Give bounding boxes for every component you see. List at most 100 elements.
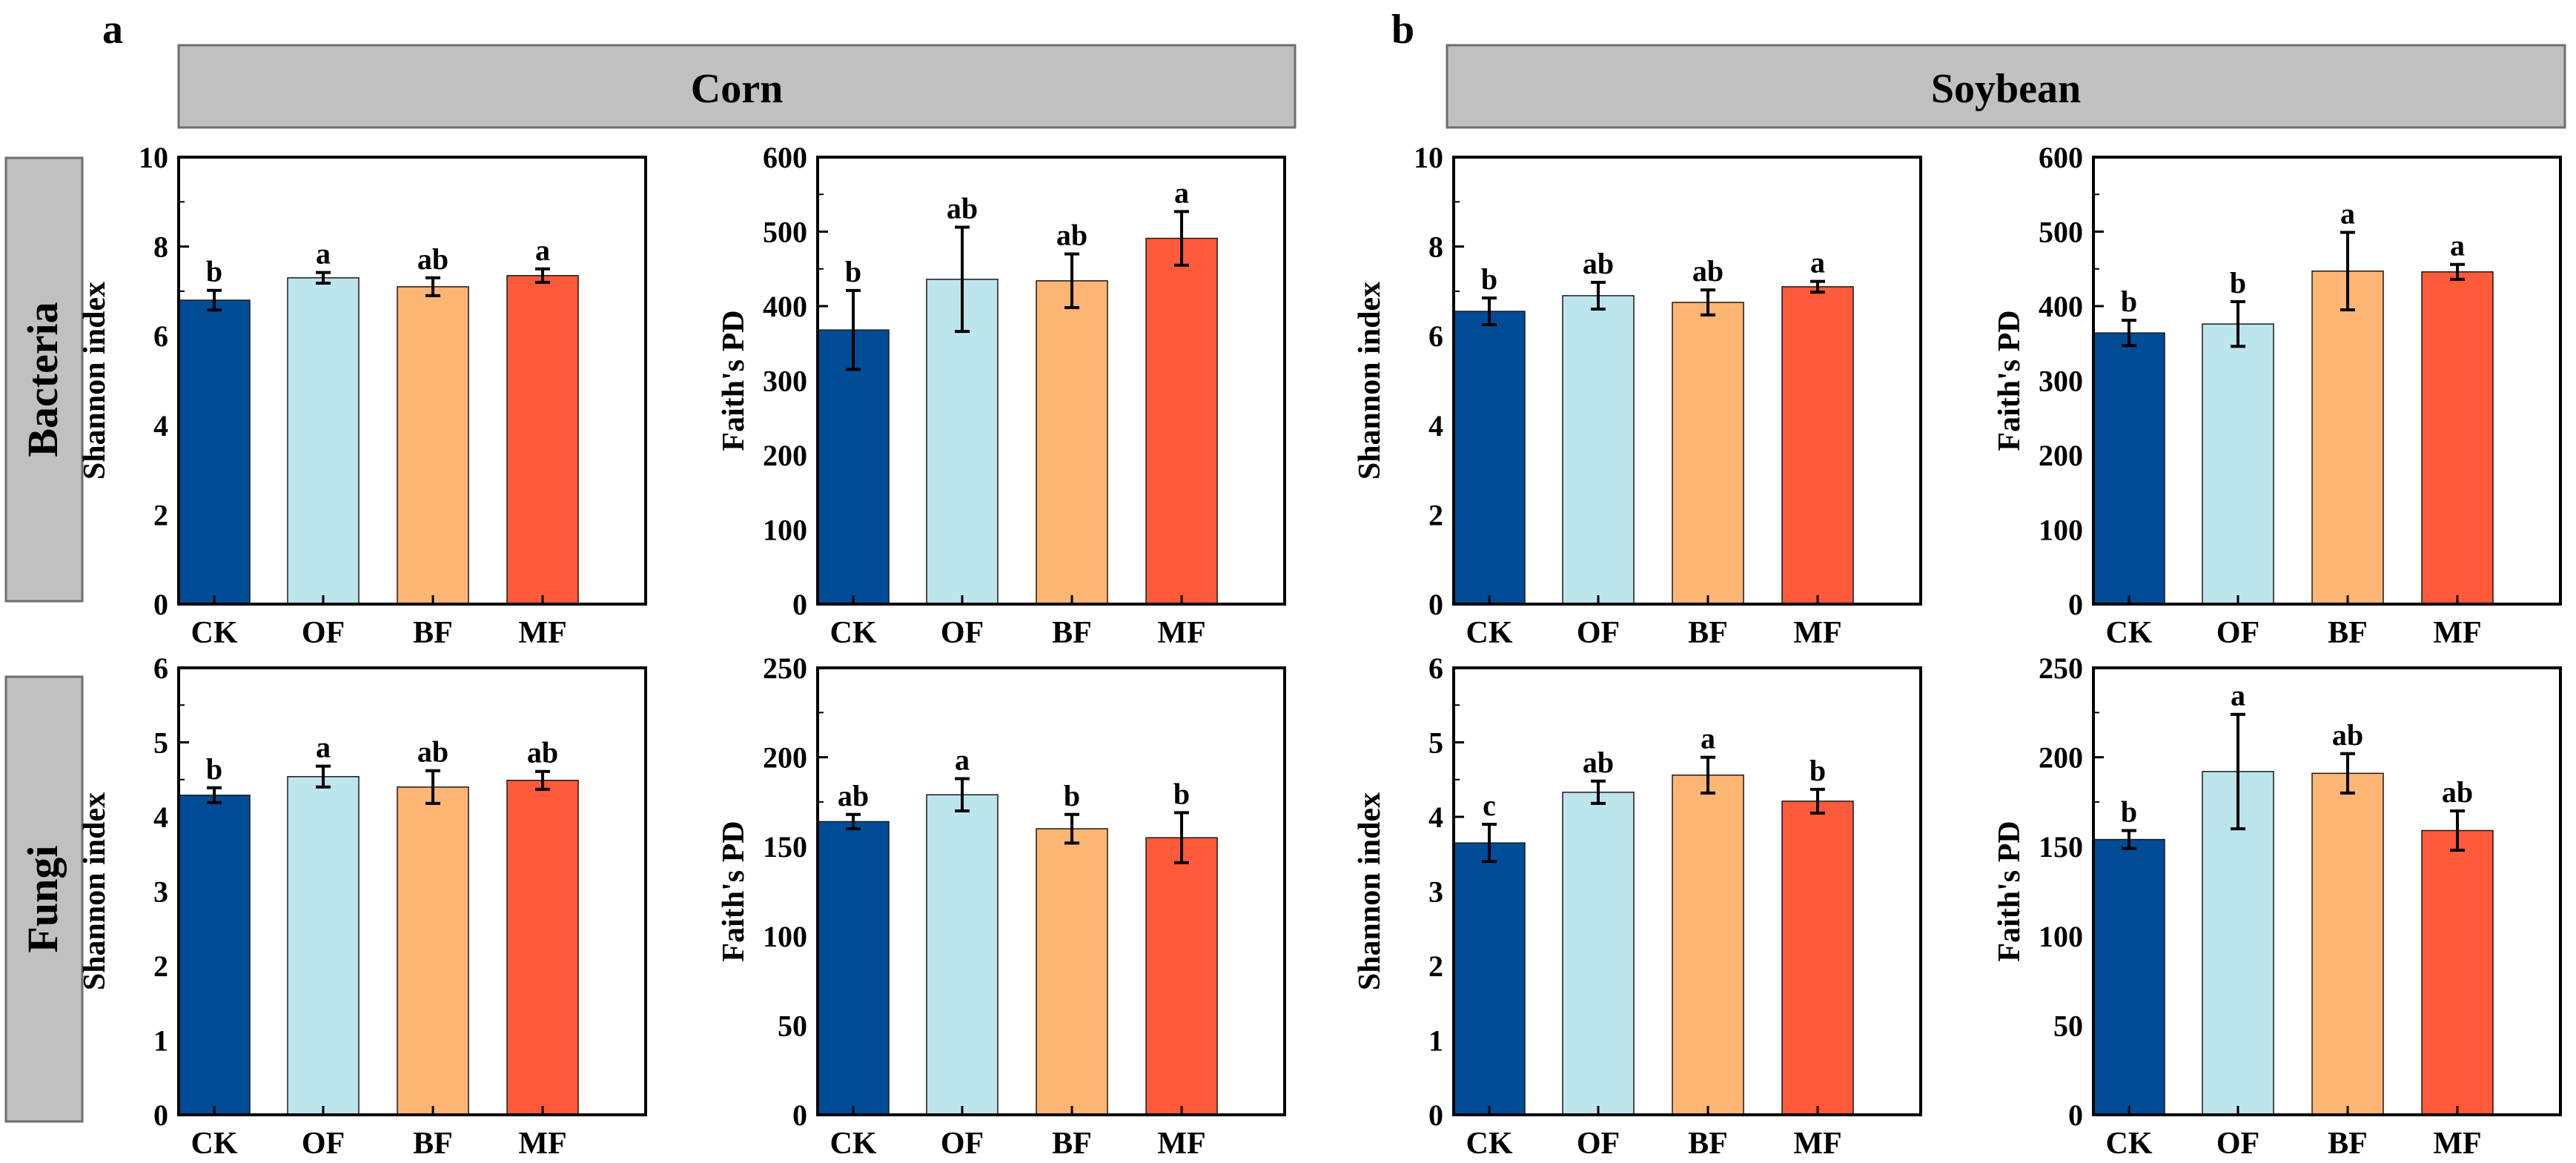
bacteria-side-bar <box>4 156 84 603</box>
soybean-header-bar <box>1446 44 2566 129</box>
y-tick-label: 0 <box>2068 1099 2083 1132</box>
x-tick-label-of: OF <box>1577 616 1620 650</box>
significance-letter: a <box>2231 679 2245 712</box>
y-tick-label: 4 <box>153 801 168 834</box>
y-axis-label: Shannon index <box>1353 282 1387 480</box>
bar-mf <box>2421 829 2494 1116</box>
significance-letter: a <box>2340 197 2355 231</box>
y-tick-label: 3 <box>153 875 168 909</box>
chart-soybean-bacteria-faith: 0 100 200 300 400 500 600 Faith's PD b CK b OF a BF a M… <box>1993 141 2562 650</box>
y-tick-label: 0 <box>2068 588 2083 621</box>
y-tick-label: 400 <box>2039 290 2083 323</box>
y-tick-label: 6 <box>1428 652 1443 685</box>
bar-bf <box>1672 302 1744 605</box>
bar-ck <box>2093 332 2165 605</box>
y-tick-label: 3 <box>1428 875 1443 909</box>
bar-bf <box>2311 772 2384 1116</box>
significance-letter: b <box>206 752 222 786</box>
chart-soybean-bacteria-shannon: 0 2 4 6 8 10 Shannon index b CK ab OF ab BF a MF <box>1353 141 1922 650</box>
y-tick-label: 600 <box>763 141 807 174</box>
y-axis-label: Faith's PD <box>717 310 751 451</box>
y-axis-label: Faith's PD <box>717 821 751 961</box>
bar-mf <box>1781 801 1854 1116</box>
x-tick-label-bf: BF <box>1688 1127 1728 1161</box>
bar-ck <box>817 329 890 605</box>
plot-frame <box>177 666 647 1116</box>
bar-ck <box>2093 838 2165 1116</box>
significance-letter: a <box>1810 246 1825 279</box>
significance-letter: ab <box>947 191 978 225</box>
bar-mf <box>1145 237 1218 605</box>
significance-letter: ab <box>417 242 448 276</box>
significance-letter: b <box>1810 754 1826 787</box>
bar-ck <box>817 821 890 1116</box>
y-tick-label: 200 <box>2039 741 2083 775</box>
x-tick-label-bf: BF <box>413 1127 453 1161</box>
significance-letter: a <box>955 743 970 777</box>
bar-ck <box>178 299 251 605</box>
x-tick-label-of: OF <box>302 616 345 650</box>
x-tick-label-bf: BF <box>1688 616 1728 650</box>
fungi-side-label: Fungi <box>19 845 67 952</box>
significance-letter: b <box>2230 266 2246 299</box>
x-tick-label-mf: MF <box>2433 616 2481 650</box>
y-tick-label: 6 <box>153 652 168 685</box>
bar-bf <box>1672 774 1744 1116</box>
bar-bf <box>2311 271 2384 605</box>
y-tick-label: 4 <box>1428 801 1443 834</box>
significance-letter: a <box>1174 176 1189 209</box>
y-tick-label: 400 <box>763 290 807 323</box>
bar-mf <box>1781 286 1854 605</box>
x-tick-label-ck: CK <box>2106 616 2153 650</box>
significance-letter: ab <box>417 735 448 769</box>
y-tick-label: 8 <box>1428 231 1443 264</box>
significance-letter: b <box>1064 779 1080 812</box>
significance-letter: ab <box>527 736 558 769</box>
significance-letter: ab <box>1056 219 1087 252</box>
bar-ck <box>1453 842 1526 1116</box>
x-tick-label-ck: CK <box>830 616 877 650</box>
significance-letter: b <box>1481 262 1497 296</box>
y-tick-label: 500 <box>763 216 807 249</box>
y-axis-label: Shannon index <box>78 282 112 480</box>
significance-letter: b <box>2121 285 2137 318</box>
significance-letter: a <box>316 237 331 271</box>
chart-soybean-fungi-shannon: 0 1 2 3 4 5 6 Shannon index c CK ab OF a BF b MF <box>1353 652 1922 1161</box>
y-tick-label: 4 <box>1428 409 1443 443</box>
plot-frame <box>177 156 647 606</box>
y-tick-label: 8 <box>153 231 168 264</box>
plot-frame <box>816 156 1286 606</box>
y-tick-label: 250 <box>2039 652 2083 685</box>
x-tick-label-ck: CK <box>191 616 238 650</box>
significance-letter: c <box>1483 789 1496 822</box>
y-tick-label: 2 <box>1428 950 1443 983</box>
bar-mf <box>2421 271 2494 605</box>
x-tick-label-of: OF <box>2216 616 2259 650</box>
significance-letter: ab <box>2332 718 2363 752</box>
y-tick-label: 2 <box>153 950 168 983</box>
bar-of <box>926 279 999 605</box>
panel-label-b: b <box>1391 7 1414 53</box>
significance-letter: ab <box>1583 247 1614 280</box>
bar-mf <box>506 275 579 605</box>
significance-letter: b <box>1173 777 1190 810</box>
y-tick-label: 150 <box>763 830 807 864</box>
x-tick-label-ck: CK <box>1466 1127 1513 1161</box>
x-tick-label-of: OF <box>2216 1127 2259 1161</box>
y-tick-label: 6 <box>153 319 168 353</box>
significance-letter: b <box>2121 795 2137 828</box>
y-tick-label: 100 <box>763 514 807 547</box>
plot-frame <box>2092 156 2562 606</box>
x-tick-label-ck: CK <box>830 1127 877 1161</box>
significance-letter: b <box>845 255 861 288</box>
bar-of <box>1562 792 1635 1116</box>
y-tick-label: 10 <box>139 141 168 174</box>
plot-frame <box>1452 666 1922 1116</box>
y-tick-label: 5 <box>1428 726 1443 760</box>
x-tick-label-of: OF <box>941 616 984 650</box>
y-tick-label: 50 <box>2053 1009 2083 1042</box>
chart-soybean-fungi-faith: 0 50 100 150 200 250 Faith's PD b CK a OF ab BF ab MF <box>1993 652 2562 1161</box>
y-tick-label: 4 <box>153 409 168 443</box>
y-tick-label: 0 <box>1428 1099 1443 1132</box>
bacteria-side-label: Bacteria <box>19 302 67 457</box>
